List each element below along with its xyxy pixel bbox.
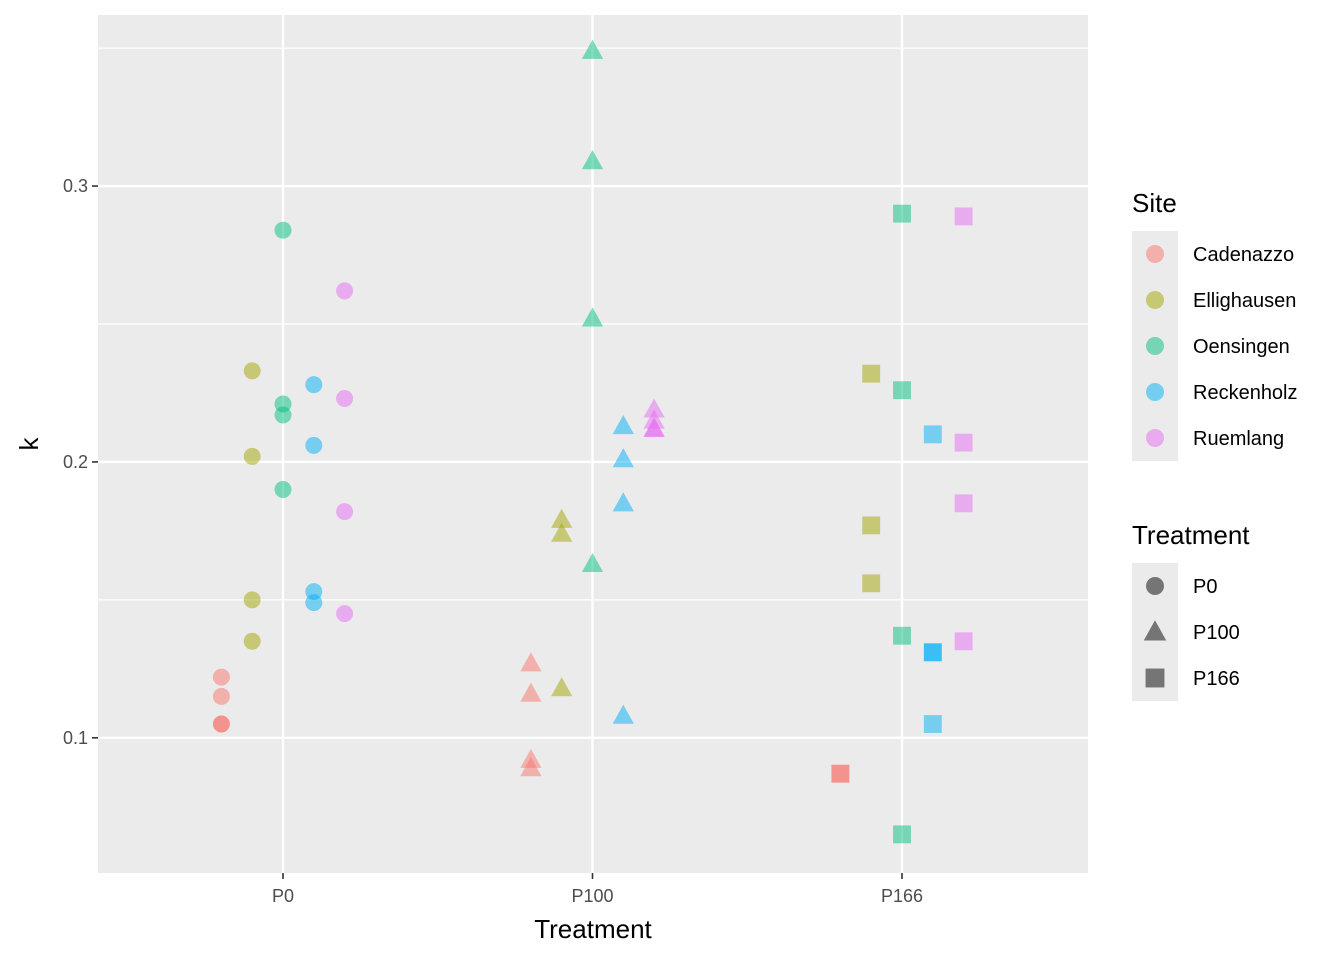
data-point [831,764,850,783]
data-point [336,282,354,300]
data-point [520,682,542,702]
data-point [243,632,261,650]
data-point [954,494,973,513]
data-point [212,668,230,686]
data-point [893,626,911,645]
legend-site-label: Cadenazzo [1193,244,1294,266]
data-point [643,417,665,437]
data-point [551,677,573,697]
data-point [212,715,230,733]
data-point [305,594,323,612]
legend-site-swatch [1146,337,1164,355]
data-point [274,406,292,424]
data-point [336,503,354,521]
x-tick-label: P100 [571,886,613,906]
legend-treatment-swatch [1146,577,1164,595]
legend-site-swatch [1146,291,1164,309]
data-point [243,447,261,465]
x-tick-label: P0 [272,886,294,906]
legend-site-swatch [1146,429,1164,447]
y-tick-label: 0.3 [63,176,88,196]
legend-site-items: Cadenazzo Ellighausen Oensingen Reckenholz R… [1132,231,1298,461]
data-point [212,687,230,705]
legend-treatment-label: P0 [1193,576,1217,598]
data-point [893,204,911,223]
data-point [274,481,292,499]
data-point [893,825,911,844]
legend-site-label: Ellighausen [1193,290,1296,312]
data-point [612,448,634,468]
data-point [954,433,973,452]
data-point [305,376,323,394]
data-point [581,39,604,59]
data-point [581,307,604,327]
data-point [612,704,634,724]
data-points [212,39,973,844]
legend-treatment-swatch [1143,620,1167,641]
data-point [336,605,354,623]
y-tick-label: 0.1 [63,728,88,748]
data-point [551,522,573,542]
data-point [923,643,942,662]
data-point [954,207,973,226]
legend-title-site: Site [1132,188,1177,218]
data-point [862,364,881,383]
legend-title-treatment: Treatment [1132,520,1250,550]
y-axis-title: k [14,437,44,451]
data-point [581,150,604,170]
legend-treatment-label: P166 [1193,668,1240,690]
data-point [243,591,261,609]
data-point [862,574,881,593]
data-point [305,436,323,454]
data-point [954,632,973,651]
legend-site-label: Oensingen [1193,336,1290,358]
data-point [612,415,634,435]
legend: Site Treatment Cadenazzo Ellighausen Oensi… [1132,188,1298,701]
data-point [923,425,942,444]
data-point [581,552,604,573]
legend-treatment-items: P0 P100 P166 [1132,563,1240,701]
data-point [923,715,942,733]
axes: 0.1 0.2 0.3 P0 P100 P166 [63,176,923,906]
data-point [612,492,634,512]
x-tick-label: P166 [881,886,923,906]
legend-site-swatch [1146,383,1164,401]
data-point [551,508,573,528]
data-point [520,652,542,672]
data-point [893,381,911,400]
data-point [336,389,354,407]
legend-site-swatch [1146,245,1164,263]
data-point [274,221,292,239]
legend-site-label: Reckenholz [1193,382,1298,404]
x-axis-title: Treatment [534,914,652,944]
legend-site-label: Ruemlang [1193,428,1284,450]
data-point [643,398,665,418]
data-point [862,516,881,535]
data-point [243,362,261,380]
y-tick-label: 0.2 [63,452,88,472]
legend-treatment-swatch [1145,668,1165,688]
legend-treatment-label: P100 [1193,622,1240,644]
data-point [520,757,542,777]
